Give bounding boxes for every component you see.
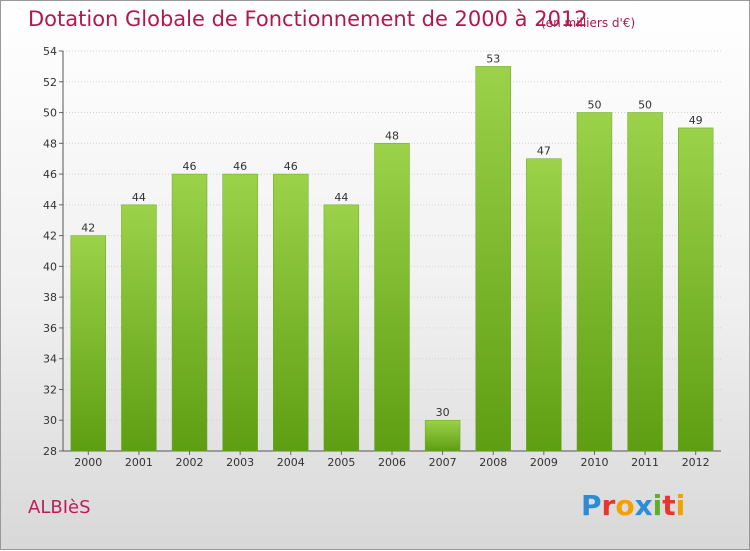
y-tick-label: 30 (43, 414, 57, 427)
logo-letter: t (662, 489, 676, 522)
y-tick-label: 38 (43, 291, 57, 304)
x-tick-label: 2009 (530, 456, 558, 469)
y-tick-label: 42 (43, 230, 57, 243)
bar (677, 127, 714, 452)
bar-value-label: 53 (486, 52, 500, 65)
x-tick-label: 2007 (429, 456, 457, 469)
bar (273, 173, 309, 452)
bar (424, 419, 461, 452)
bar (475, 66, 511, 452)
bar (171, 173, 208, 452)
logo-letter: r (601, 489, 616, 522)
y-tick-label: 34 (43, 353, 57, 366)
bar (323, 204, 360, 452)
logo-letter: i (675, 489, 686, 522)
y-tick-label: 46 (43, 168, 57, 181)
y-tick-label: 32 (43, 383, 57, 396)
bar-value-label: 46 (284, 160, 298, 173)
y-tick-label: 50 (43, 107, 57, 120)
bar-value-label: 44 (132, 191, 146, 204)
x-tick-label: 2006 (378, 456, 406, 469)
bar (222, 173, 258, 452)
y-tick-label: 36 (43, 322, 57, 335)
x-tick-label: 2008 (479, 456, 507, 469)
y-tick-label: 28 (43, 445, 57, 458)
proxiti-logo[interactable]: Proxiti (581, 489, 685, 522)
x-tick-label: 2003 (226, 456, 254, 469)
x-tick-label: 2012 (682, 456, 710, 469)
bar-value-label: 47 (537, 145, 551, 158)
logo-letter: i (652, 489, 663, 522)
y-tick-label: 48 (43, 137, 57, 150)
y-tick-label: 40 (43, 260, 57, 273)
bar (121, 204, 157, 452)
bar-layer: 42 44 46 46 46 44 48 30 53 47 50 50 49 (70, 52, 714, 452)
x-tick-label: 2002 (176, 456, 204, 469)
bar-value-label: 46 (183, 160, 197, 173)
chart-title: Dotation Globale de Fonctionnement de 20… (28, 7, 588, 31)
logo-letter: P (581, 489, 602, 522)
logo-letter: x (634, 489, 653, 522)
chart-unit: (en milliers d'€) (541, 16, 636, 30)
axis-layer: 28 30 32 34 36 38 40 42 44 46 48 50 52 54 2000 2001 2002… (43, 45, 721, 469)
y-tick-label: 54 (43, 45, 57, 58)
bar-value-label: 48 (385, 129, 399, 142)
x-tick-label: 2004 (277, 456, 305, 469)
bar-value-label: 50 (638, 99, 652, 112)
bar-value-label: 44 (334, 191, 348, 204)
bar-value-label: 46 (233, 160, 247, 173)
x-tick-label: 2011 (631, 456, 659, 469)
x-tick-label: 2000 (74, 456, 102, 469)
bar (576, 112, 613, 452)
x-tick-label: 2005 (327, 456, 355, 469)
commune-name: ALBIèS (28, 497, 91, 518)
x-tick-label: 2010 (580, 456, 608, 469)
bar-value-label: 49 (689, 114, 703, 127)
bar (70, 235, 107, 452)
logo-letter: o (615, 489, 635, 522)
bar-value-label: 30 (436, 406, 450, 419)
bar (526, 158, 562, 452)
bar-value-label: 50 (587, 99, 601, 112)
x-tick-label: 2001 (125, 456, 153, 469)
bar-value-label: 42 (81, 222, 95, 235)
y-tick-label: 44 (43, 199, 57, 212)
y-tick-label: 52 (43, 76, 57, 89)
bar (627, 112, 663, 452)
bar (374, 143, 410, 452)
